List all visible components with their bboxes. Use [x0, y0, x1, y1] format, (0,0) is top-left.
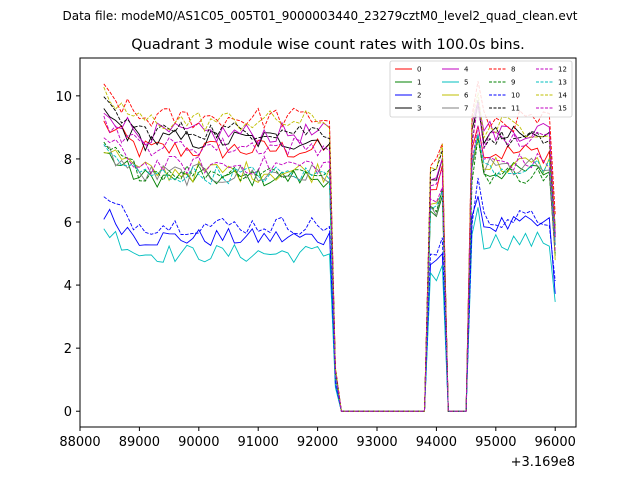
legend-label: 15: [558, 105, 567, 113]
x-tick-label: 96000: [535, 435, 576, 450]
y-tick-label: 0: [64, 405, 72, 420]
legend-label: 2: [417, 92, 421, 100]
series-line-11: [103, 96, 556, 412]
x-tick-label: 95000: [475, 435, 516, 450]
legend-label: 7: [464, 105, 468, 113]
y-tick-label: 10: [55, 90, 72, 105]
x-axis: 88000 89000 90000 91000 92000 93000 94000 95000…: [59, 427, 576, 450]
legend-box: [389, 60, 573, 118]
axes-frame: [79, 57, 577, 428]
legend-label: 1: [417, 79, 421, 87]
x-tick-label: 92000: [297, 435, 338, 450]
chart-title: Quadrant 3 module wise count rates with …: [131, 37, 525, 53]
plot-area: [80, 58, 576, 427]
y-tick-label: 4: [64, 279, 72, 294]
legend-label: 12: [558, 66, 567, 74]
y-axis: 0 2 4 6 8 10: [55, 90, 80, 420]
x-tick-label: 93000: [356, 435, 397, 450]
series-line-15: [103, 102, 556, 412]
y-tick-label: 6: [64, 216, 72, 231]
x-tick-label: 88000: [59, 435, 100, 450]
x-tick-label: 91000: [238, 435, 279, 450]
legend-label: 3: [417, 105, 421, 113]
legend-label: 14: [558, 92, 567, 100]
x-tick-label: 94000: [416, 435, 457, 450]
legend-label: 6: [464, 92, 469, 100]
legend-label: 10: [511, 92, 520, 100]
datafile-label: Data file: modeM0/AS1C05_005T01_90000034…: [62, 9, 577, 23]
series-line-5: [103, 207, 556, 412]
x-tick-label: 89000: [119, 435, 160, 450]
legend-label: 13: [558, 79, 567, 87]
series-line-13: [103, 134, 556, 412]
legend-label: 9: [511, 79, 515, 87]
legend-label: 4: [464, 66, 469, 74]
legend-label: 11: [511, 105, 520, 113]
series-layer: [103, 81, 556, 412]
y-tick-label: 2: [64, 342, 72, 357]
series-line-10: [103, 177, 556, 412]
y-tick-label: 8: [64, 153, 72, 168]
legend-label: 0: [417, 66, 421, 74]
series-line-9: [103, 137, 556, 412]
legend-label: 5: [464, 79, 468, 87]
x-offset-label: +3.169e8: [511, 455, 575, 470]
legend-label: 8: [511, 66, 515, 74]
x-tick-label: 90000: [178, 435, 219, 450]
